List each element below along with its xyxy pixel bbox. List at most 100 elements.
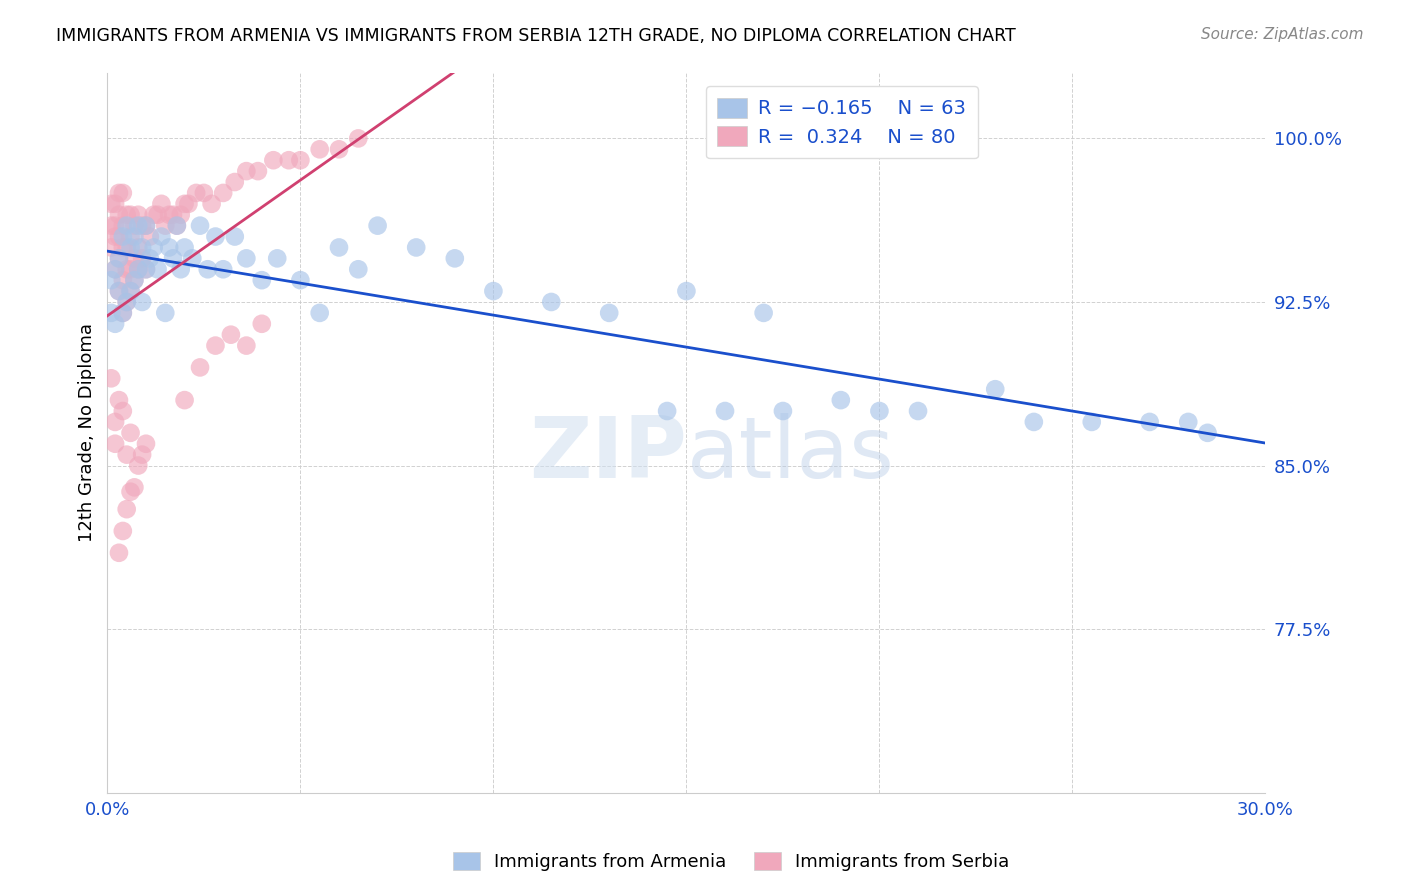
Point xyxy=(124,273,146,287)
Point xyxy=(155,306,177,320)
Point xyxy=(173,240,195,254)
Point xyxy=(277,153,299,168)
Point xyxy=(347,131,370,145)
Point xyxy=(157,208,180,222)
Point xyxy=(250,317,273,331)
Point xyxy=(142,240,165,254)
Point xyxy=(328,142,350,156)
Point xyxy=(224,229,246,244)
Point xyxy=(111,186,134,200)
Point xyxy=(108,284,131,298)
Point xyxy=(308,142,330,156)
Point xyxy=(235,164,257,178)
Point xyxy=(127,262,149,277)
Point xyxy=(111,229,134,244)
Point xyxy=(104,415,127,429)
Point xyxy=(115,219,138,233)
Point xyxy=(177,197,200,211)
Point xyxy=(108,208,131,222)
Point xyxy=(290,273,312,287)
Point xyxy=(655,404,678,418)
Point xyxy=(540,295,562,310)
Point xyxy=(111,273,134,287)
Legend: Immigrants from Armenia, Immigrants from Serbia: Immigrants from Armenia, Immigrants from… xyxy=(446,845,1017,879)
Point xyxy=(120,484,142,499)
Point xyxy=(131,295,153,310)
Point xyxy=(170,208,193,222)
Point xyxy=(120,240,142,254)
Point xyxy=(367,219,389,233)
Point xyxy=(246,164,269,178)
Point xyxy=(868,404,890,418)
Point xyxy=(131,448,153,462)
Point xyxy=(104,262,127,277)
Point xyxy=(201,197,224,211)
Point xyxy=(212,186,235,200)
Point xyxy=(108,393,131,408)
Point xyxy=(108,284,131,298)
Point xyxy=(188,219,211,233)
Point xyxy=(104,219,127,233)
Point xyxy=(108,186,131,200)
Point xyxy=(120,425,142,440)
Point xyxy=(100,240,122,254)
Point xyxy=(104,436,127,450)
Point xyxy=(752,306,775,320)
Point xyxy=(108,252,131,266)
Point xyxy=(482,284,505,298)
Point xyxy=(135,219,157,233)
Point xyxy=(131,219,153,233)
Point xyxy=(115,295,138,310)
Point xyxy=(111,524,134,538)
Point xyxy=(219,327,242,342)
Point xyxy=(235,252,257,266)
Point xyxy=(108,252,131,266)
Point xyxy=(193,186,215,200)
Point xyxy=(262,153,284,168)
Point xyxy=(907,404,929,418)
Point xyxy=(212,262,235,277)
Point xyxy=(108,546,131,560)
Point xyxy=(347,262,370,277)
Text: atlas: atlas xyxy=(686,413,894,496)
Point xyxy=(135,219,157,233)
Point xyxy=(104,229,127,244)
Point xyxy=(111,306,134,320)
Point xyxy=(124,480,146,494)
Point xyxy=(166,219,188,233)
Point xyxy=(139,229,162,244)
Point xyxy=(120,284,142,298)
Text: IMMIGRANTS FROM ARMENIA VS IMMIGRANTS FROM SERBIA 12TH GRADE, NO DIPLOMA CORRELA: IMMIGRANTS FROM ARMENIA VS IMMIGRANTS FR… xyxy=(56,27,1017,45)
Point xyxy=(166,219,188,233)
Point xyxy=(162,208,184,222)
Point xyxy=(135,262,157,277)
Point xyxy=(443,252,465,266)
Point xyxy=(135,262,157,277)
Point xyxy=(598,306,620,320)
Point xyxy=(266,252,288,266)
Point xyxy=(131,252,153,266)
Point xyxy=(235,338,257,352)
Point xyxy=(100,306,122,320)
Point xyxy=(290,153,312,168)
Point xyxy=(115,208,138,222)
Point xyxy=(111,404,134,418)
Point xyxy=(115,295,138,310)
Point xyxy=(100,219,122,233)
Point xyxy=(142,208,165,222)
Point xyxy=(1197,425,1219,440)
Point xyxy=(124,219,146,233)
Point xyxy=(328,240,350,254)
Point xyxy=(115,502,138,516)
Point xyxy=(224,175,246,189)
Point xyxy=(675,284,697,298)
Point xyxy=(150,229,173,244)
Point xyxy=(120,229,142,244)
Point xyxy=(120,284,142,298)
Point xyxy=(204,229,226,244)
Point xyxy=(173,197,195,211)
Point xyxy=(115,262,138,277)
Point xyxy=(124,273,146,287)
Point xyxy=(111,240,134,254)
Point xyxy=(108,229,131,244)
